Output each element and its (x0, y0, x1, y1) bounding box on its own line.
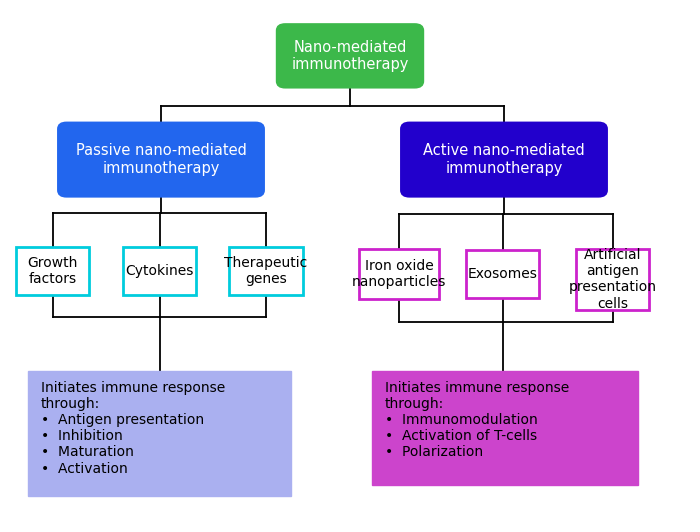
Text: Initiates immune response
through:
•  Antigen presentation
•  Inhibition
•  Matu: Initiates immune response through: • Ant… (41, 381, 225, 476)
FancyBboxPatch shape (29, 371, 290, 496)
FancyBboxPatch shape (230, 247, 302, 295)
Text: Growth
factors: Growth factors (27, 256, 78, 286)
Text: Iron oxide
nanoparticles: Iron oxide nanoparticles (352, 259, 446, 289)
Text: Active nano-mediated
immunotherapy: Active nano-mediated immunotherapy (423, 144, 585, 176)
FancyBboxPatch shape (276, 24, 423, 88)
FancyBboxPatch shape (401, 123, 607, 197)
Text: Initiates immune response
through:
•  Immunomodulation
•  Activation of T-cells
: Initiates immune response through: • Imm… (385, 381, 569, 460)
FancyBboxPatch shape (372, 371, 638, 485)
FancyBboxPatch shape (15, 247, 90, 295)
Text: Cytokines: Cytokines (125, 264, 194, 278)
Text: Therapeutic
genes: Therapeutic genes (225, 256, 307, 286)
FancyBboxPatch shape (466, 250, 540, 298)
FancyBboxPatch shape (123, 247, 196, 295)
FancyBboxPatch shape (58, 123, 264, 197)
Text: Exosomes: Exosomes (468, 267, 538, 281)
Text: Artificial
antigen
presentation
cells: Artificial antigen presentation cells (568, 248, 657, 311)
Text: Nano-mediated
immunotherapy: Nano-mediated immunotherapy (291, 40, 409, 72)
FancyBboxPatch shape (358, 249, 440, 299)
FancyBboxPatch shape (575, 249, 650, 310)
Text: Passive nano-mediated
immunotherapy: Passive nano-mediated immunotherapy (76, 144, 246, 176)
